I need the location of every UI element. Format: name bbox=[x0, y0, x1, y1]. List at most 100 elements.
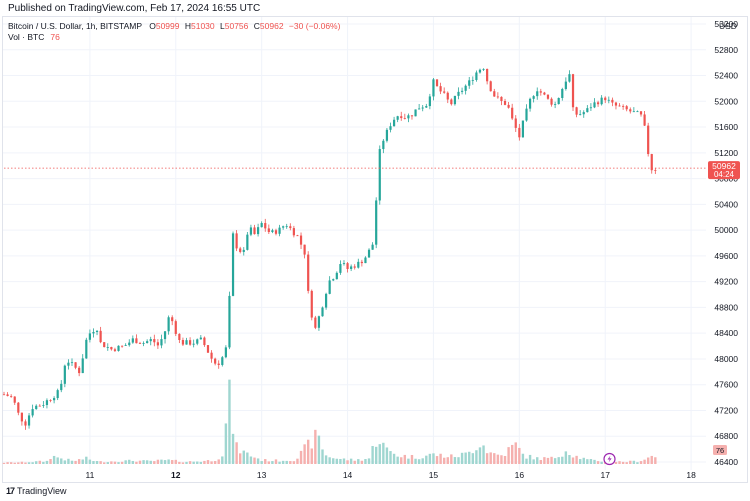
candle-body bbox=[339, 264, 342, 273]
candle-body bbox=[45, 400, 49, 406]
candle-body bbox=[389, 126, 392, 130]
volume-bar bbox=[414, 458, 417, 464]
candle-body bbox=[13, 396, 16, 403]
volume-bar bbox=[235, 442, 238, 464]
volume-bar bbox=[2, 462, 6, 464]
volume-bar bbox=[267, 461, 271, 464]
volume-bar bbox=[238, 453, 242, 464]
volume-bar bbox=[70, 460, 74, 464]
candle-body bbox=[81, 358, 84, 374]
time-axis[interactable]: 11 12 13 14 15 16 17 18 bbox=[85, 470, 696, 480]
countdown-value: 04:24 bbox=[714, 170, 735, 179]
candle-body bbox=[650, 154, 653, 171]
volume-bar bbox=[507, 447, 510, 464]
volume-bar bbox=[81, 459, 84, 464]
y-tick-label: 49600 bbox=[714, 251, 738, 261]
candle-body bbox=[31, 409, 34, 416]
currency-label: USD bbox=[719, 21, 737, 31]
footer-branding[interactable]: 17 TradingView bbox=[6, 486, 67, 496]
candle-body bbox=[611, 99, 614, 103]
volume-bar bbox=[153, 461, 156, 464]
candle-body bbox=[564, 81, 567, 90]
candle-body bbox=[267, 228, 270, 233]
volume-bar bbox=[632, 460, 636, 464]
candle-body bbox=[314, 317, 317, 328]
volume-bar bbox=[550, 456, 553, 464]
candle-body bbox=[571, 74, 575, 108]
candle-body bbox=[614, 102, 618, 106]
candle-body bbox=[146, 341, 149, 344]
candle-body bbox=[60, 383, 63, 391]
candle-body bbox=[253, 227, 256, 235]
volume-bar bbox=[303, 444, 306, 464]
volume-bar bbox=[514, 442, 517, 464]
candle-body bbox=[428, 96, 431, 107]
candle-body bbox=[561, 89, 564, 98]
volume-bar bbox=[142, 460, 145, 464]
candle-body bbox=[246, 234, 249, 250]
candle-body bbox=[35, 405, 38, 410]
volume-bar bbox=[92, 461, 95, 464]
candle-body bbox=[539, 91, 542, 93]
candle-body bbox=[53, 398, 56, 401]
volume-bar bbox=[435, 456, 439, 464]
price-axis[interactable]: 46400 46800 47200 47600 48000 48400 48800 49200… bbox=[714, 19, 738, 467]
volume-bar bbox=[553, 458, 557, 464]
candle-body bbox=[188, 340, 192, 345]
candle-body bbox=[128, 342, 131, 346]
volume-bar bbox=[636, 462, 639, 464]
x-tick-label: 13 bbox=[257, 470, 267, 480]
candle-body bbox=[554, 104, 557, 105]
volume-bar bbox=[135, 461, 138, 464]
volume-bar bbox=[614, 461, 618, 464]
candle-body bbox=[446, 92, 449, 100]
last-volume-label: 76 bbox=[713, 445, 727, 455]
volume-bar bbox=[503, 455, 507, 464]
volume-bar bbox=[188, 461, 192, 464]
candle-body bbox=[654, 170, 657, 172]
candle-body bbox=[63, 365, 66, 384]
volume-bar bbox=[324, 455, 328, 464]
candle-body bbox=[135, 338, 138, 344]
candle-body bbox=[350, 266, 353, 269]
volume-bar bbox=[546, 457, 550, 464]
candle-body bbox=[421, 107, 424, 109]
volume-bar bbox=[289, 461, 292, 464]
candle-body bbox=[85, 339, 88, 359]
candle-body bbox=[521, 120, 525, 138]
candle-body bbox=[285, 226, 288, 228]
grid-lines bbox=[3, 17, 706, 470]
y-tick-label: 49200 bbox=[714, 277, 738, 287]
volume-bar bbox=[432, 453, 435, 464]
candle-body bbox=[507, 104, 510, 108]
candle-body bbox=[103, 342, 106, 348]
replay-icon[interactable] bbox=[603, 452, 616, 466]
candle-body bbox=[88, 333, 91, 340]
candle-body bbox=[468, 80, 471, 86]
volume-bar bbox=[364, 459, 367, 464]
candle-body bbox=[543, 92, 546, 95]
y-tick-label: 48800 bbox=[714, 302, 738, 312]
candle-body bbox=[500, 96, 503, 101]
y-tick-label: 52800 bbox=[714, 45, 738, 55]
volume-bar bbox=[346, 460, 349, 464]
x-tick-label: 12 bbox=[171, 470, 181, 480]
candle-body bbox=[224, 347, 227, 358]
candle-body bbox=[6, 394, 9, 397]
volume-bar bbox=[335, 458, 339, 464]
volume-bar bbox=[249, 456, 253, 464]
volume-bar bbox=[145, 460, 149, 464]
candle-body bbox=[99, 330, 102, 343]
candle-body bbox=[171, 317, 174, 322]
candle-body bbox=[317, 316, 321, 328]
volume-bar bbox=[625, 462, 628, 464]
candle-body bbox=[385, 129, 389, 141]
volume-bar bbox=[274, 459, 278, 464]
candle-body bbox=[292, 228, 295, 236]
volume-bar bbox=[450, 454, 453, 464]
volume-bar bbox=[332, 458, 335, 464]
volume-bar bbox=[639, 461, 643, 464]
volume-bar bbox=[457, 457, 460, 464]
change-value: −30 (−0.06%) bbox=[288, 21, 341, 31]
